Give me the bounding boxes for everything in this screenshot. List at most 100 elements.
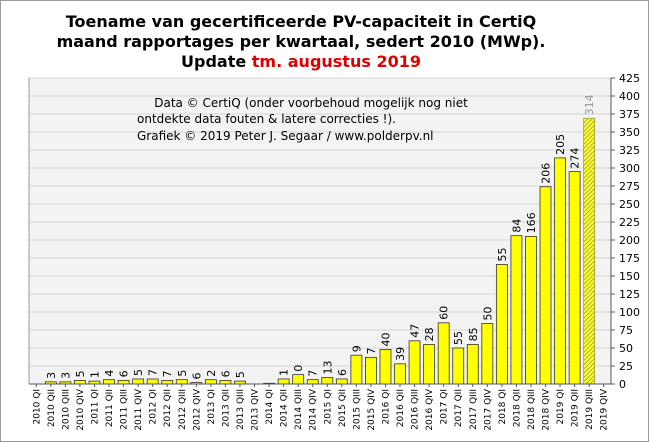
value-label: 6 — [118, 370, 131, 377]
x-tick-label: 2014 QI — [265, 389, 275, 425]
value-label: 85 — [467, 327, 480, 341]
y-tick-label: 200 — [619, 234, 640, 247]
x-tick-label: 2012 QIV — [192, 388, 202, 431]
x-tick-label: 2012 QII — [163, 389, 173, 427]
bar — [510, 235, 523, 385]
y-tick-label: 350 — [619, 126, 640, 139]
x-tick-label: 2015 QI — [323, 389, 333, 425]
bar — [394, 363, 406, 385]
value-label: 5 — [74, 370, 87, 377]
x-tick-label: 2013 QIV — [251, 388, 261, 431]
y-tick-label: 25 — [619, 360, 633, 373]
bar — [277, 378, 290, 385]
x-tick-label: 2019 QIII — [585, 389, 595, 430]
annotation-line-1: Data © CertiQ (onder voorbehoud mogelijk… — [154, 96, 468, 110]
annotation-line-3: Grafiek © 2019 Peter J. Segaar / www.pol… — [137, 129, 434, 143]
bar — [525, 235, 537, 385]
value-label: 206 — [540, 163, 553, 184]
bar — [161, 379, 174, 385]
bar — [481, 323, 494, 385]
y-tick-label: 400 — [619, 90, 640, 103]
y-axis-ticks: 0 25 50 75 100 125 150 175 200 225 250 275 300 325 350… — [611, 72, 640, 391]
x-tick-label: 2014 QIV — [309, 388, 319, 431]
bar — [306, 379, 319, 385]
x-tick-label: 2019 QI — [556, 389, 566, 425]
value-label: 7 — [307, 370, 320, 377]
title-update-period: tm. augustus 2019 — [251, 52, 421, 71]
value-label: 39 — [394, 347, 407, 361]
bar — [103, 379, 115, 385]
value-label: 55 — [496, 247, 509, 261]
x-tick-label: 2013 QI — [207, 389, 217, 425]
value-label: 84 — [510, 219, 523, 233]
value-label: 5 — [234, 371, 247, 378]
bar — [175, 379, 188, 385]
bar — [335, 378, 348, 385]
value-label: 274 — [569, 148, 582, 169]
y-tick-label: 225 — [619, 216, 640, 229]
x-tick-label: 2017 QIII — [469, 389, 479, 430]
value-label: 7 — [147, 369, 160, 376]
x-tick-label: 2012 QI — [149, 389, 159, 425]
value-label: 2 — [205, 370, 218, 377]
x-tick-label: 2010 QIV — [76, 388, 86, 431]
y-tick-label: 250 — [619, 198, 640, 211]
value-label: 3 — [59, 372, 72, 379]
x-tick-label: 2018 QII — [512, 389, 522, 427]
value-label: 55 — [452, 331, 465, 345]
value-label: 205 — [554, 134, 567, 155]
x-tick-label: 2017 QIV — [483, 388, 493, 431]
bar-partial-quarter — [583, 117, 596, 385]
value-label: 3 — [45, 372, 58, 379]
x-tick-label: 2019 QII — [571, 389, 581, 427]
x-tick-label: 2011 QI — [90, 389, 100, 425]
bar — [321, 377, 334, 385]
x-tick-label: 2018 QIII — [527, 389, 537, 430]
x-tick-label: 2018 QIV — [542, 388, 552, 431]
x-tick-label: 2014 QIII — [294, 389, 304, 430]
x-tick-label: 2017 QI — [440, 389, 450, 425]
y-tick-label: 0 — [619, 378, 626, 391]
x-tick-label: 2012 QIII — [178, 389, 188, 430]
y-tick-label: 425 — [619, 72, 640, 85]
y-tick-label: 50 — [619, 342, 633, 355]
bar — [74, 379, 86, 385]
value-label: 7 — [365, 347, 378, 354]
bar — [539, 186, 552, 385]
x-tick-label: 2011 QIII — [120, 389, 130, 430]
bar — [117, 379, 130, 385]
y-tick-label: 175 — [619, 252, 640, 265]
annotation-line-2: ontdekte data fouten & latere correcties… — [137, 112, 396, 126]
title-update-prefix: Update — [181, 52, 252, 71]
value-label: 40 — [379, 332, 392, 346]
bar — [495, 264, 508, 385]
bar — [452, 347, 465, 385]
bar — [423, 343, 436, 385]
value-label: 6 — [219, 370, 232, 377]
bar — [408, 340, 421, 385]
value-label: 1 — [88, 371, 101, 378]
value-label: 13 — [321, 361, 334, 375]
value-label: 0 — [292, 365, 305, 372]
x-tick-label: 2010 QIII — [61, 389, 71, 430]
value-label: 9 — [350, 345, 363, 352]
bar — [350, 354, 363, 385]
bar — [365, 356, 377, 385]
bar — [554, 157, 566, 385]
value-label: 1 — [278, 369, 291, 376]
value-label: 28 — [423, 327, 436, 341]
value-label: 5 — [132, 369, 145, 376]
chart-title-line-1: Toename van gecertificeerde PV-capacitei… — [65, 12, 537, 31]
bar — [466, 343, 479, 385]
x-tick-label: 2010 QII — [47, 389, 57, 427]
bar — [219, 379, 232, 385]
x-tick-label: 2019 QIV — [600, 388, 610, 431]
value-label: 7 — [161, 370, 174, 377]
value-label: 314 — [583, 94, 596, 115]
x-tick-label: 2016 QIV — [425, 388, 435, 431]
value-label: 5 — [176, 370, 189, 377]
bar — [568, 171, 581, 385]
